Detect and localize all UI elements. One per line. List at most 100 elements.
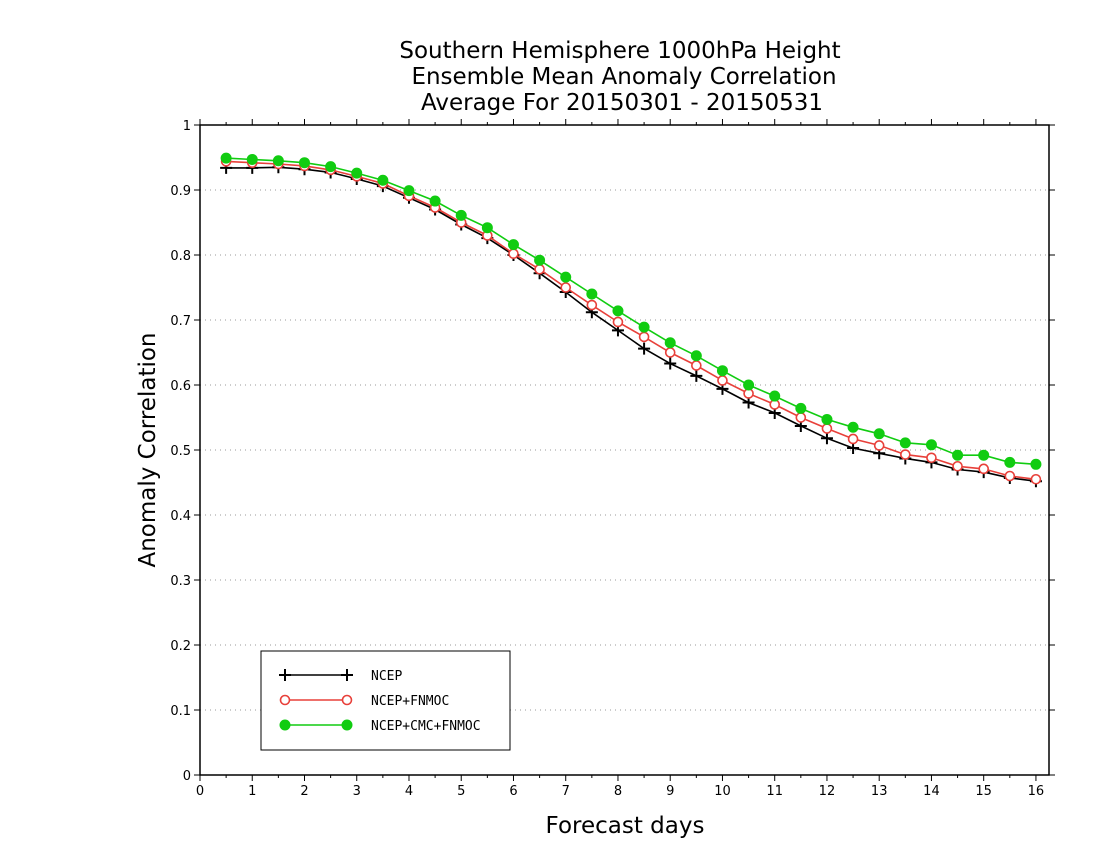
x-tick-label: 16 xyxy=(1028,784,1045,799)
data-point xyxy=(820,432,833,445)
y-tick-label: 0.1 xyxy=(170,704,191,719)
chart-title-line-1: Southern Hemisphere 1000hPa Height xyxy=(399,38,840,64)
y-tick-label: 0.5 xyxy=(170,444,191,459)
data-point xyxy=(952,449,964,461)
data-point xyxy=(743,379,755,391)
x-tick-label: 1 xyxy=(248,784,256,799)
data-point xyxy=(507,239,519,251)
plot-series xyxy=(220,152,1042,488)
chart-title: Southern Hemisphere 1000hPa Height Ensem… xyxy=(399,38,840,116)
legend-marker xyxy=(279,669,291,681)
data-point xyxy=(377,174,389,186)
x-axis-ticks: 0 1 2 3 4 5 6 7 8 9 10 11 12 13 14 15 16 xyxy=(196,119,1044,799)
data-point xyxy=(847,421,859,433)
legend-marker xyxy=(341,694,353,706)
x-tick-label: 10 xyxy=(714,784,731,799)
data-point xyxy=(638,321,650,333)
data-point xyxy=(664,337,676,349)
chart-title-line-2: Ensemble Mean Anomaly Correlation xyxy=(411,64,836,90)
data-point xyxy=(926,452,937,464)
data-point xyxy=(873,440,885,451)
x-tick-label: 13 xyxy=(871,784,888,799)
legend-marker xyxy=(341,669,353,681)
data-point xyxy=(508,248,519,259)
data-point xyxy=(717,375,728,386)
data-point xyxy=(873,428,885,440)
data-point xyxy=(272,155,284,167)
gridlines xyxy=(200,189,1049,711)
data-point xyxy=(481,222,493,234)
legend-marker xyxy=(279,694,291,706)
y-tick-label: 0 xyxy=(183,769,191,784)
data-point xyxy=(925,439,937,451)
data-point xyxy=(351,167,363,179)
data-point xyxy=(1030,458,1042,470)
legend-marker xyxy=(341,719,353,731)
data-point xyxy=(534,263,545,275)
data-point xyxy=(429,195,441,207)
legend-item: NCEP+FNMOC xyxy=(279,694,449,709)
data-point xyxy=(325,161,337,173)
series-line xyxy=(226,157,1036,466)
data-point xyxy=(298,157,310,169)
data-point xyxy=(586,288,598,300)
x-axis-label: Forecast days xyxy=(546,813,705,839)
data-point xyxy=(952,460,963,472)
data-point xyxy=(900,449,911,460)
data-point xyxy=(978,463,989,475)
data-point xyxy=(664,347,676,358)
data-point xyxy=(821,413,833,425)
data-point xyxy=(899,437,911,449)
legend: NCEP NCEP+FNMOC NCEP+CMC+FNMOC xyxy=(260,650,511,751)
data-point xyxy=(534,254,546,266)
x-tick-label: 0 xyxy=(196,784,204,799)
y-tick-label: 0.6 xyxy=(170,379,191,394)
legend-label: NCEP xyxy=(371,669,402,684)
x-tick-label: 15 xyxy=(975,784,992,799)
data-point xyxy=(690,350,702,362)
x-tick-label: 12 xyxy=(819,784,836,799)
x-tick-label: 11 xyxy=(766,784,783,799)
data-point xyxy=(978,449,990,461)
y-tick-label: 0.9 xyxy=(170,184,191,199)
data-point xyxy=(560,282,572,293)
y-tick-label: 0.7 xyxy=(170,314,191,329)
data-point xyxy=(246,153,258,165)
data-point xyxy=(664,357,677,370)
series-ncep-cmc-fnmoc xyxy=(220,152,1042,470)
data-point xyxy=(455,209,467,221)
data-point xyxy=(847,433,859,445)
data-point xyxy=(403,185,415,197)
x-tick-label: 2 xyxy=(300,784,308,799)
data-point xyxy=(769,390,781,402)
data-point xyxy=(1004,456,1016,468)
x-tick-label: 6 xyxy=(509,784,517,799)
data-point xyxy=(795,402,807,414)
chart-title-line-3: Average For 20150301 - 20150531 xyxy=(421,90,823,116)
data-point xyxy=(612,305,624,317)
x-tick-label: 8 xyxy=(614,784,622,799)
data-point xyxy=(1030,473,1042,485)
y-axis-ticks: 0 0.1 0.2 0.3 0.4 0.5 0.6 0.7 0.8 0.9 1 xyxy=(170,119,1055,784)
legend-marker xyxy=(279,719,291,731)
x-tick-label: 5 xyxy=(457,784,465,799)
legend-label: NCEP+FNMOC xyxy=(371,694,449,709)
data-point xyxy=(690,369,703,382)
data-point xyxy=(612,316,624,328)
x-tick-label: 3 xyxy=(353,784,361,799)
data-point xyxy=(586,299,598,311)
x-tick-label: 9 xyxy=(666,784,674,799)
series-ncep-fnmoc xyxy=(220,156,1042,485)
y-tick-label: 0.4 xyxy=(170,509,191,524)
data-point xyxy=(220,152,232,164)
x-tick-label: 7 xyxy=(562,784,570,799)
y-tick-label: 0.3 xyxy=(170,574,191,589)
y-axis-label: Anomaly Correlation xyxy=(135,332,161,567)
y-tick-label: 0.2 xyxy=(170,639,191,654)
data-point xyxy=(1004,470,1016,482)
legend-item: NCEP xyxy=(279,669,402,684)
series-ncep xyxy=(220,161,1042,488)
legend-label: NCEP+CMC+FNMOC xyxy=(371,719,481,734)
series-line xyxy=(226,166,1037,482)
